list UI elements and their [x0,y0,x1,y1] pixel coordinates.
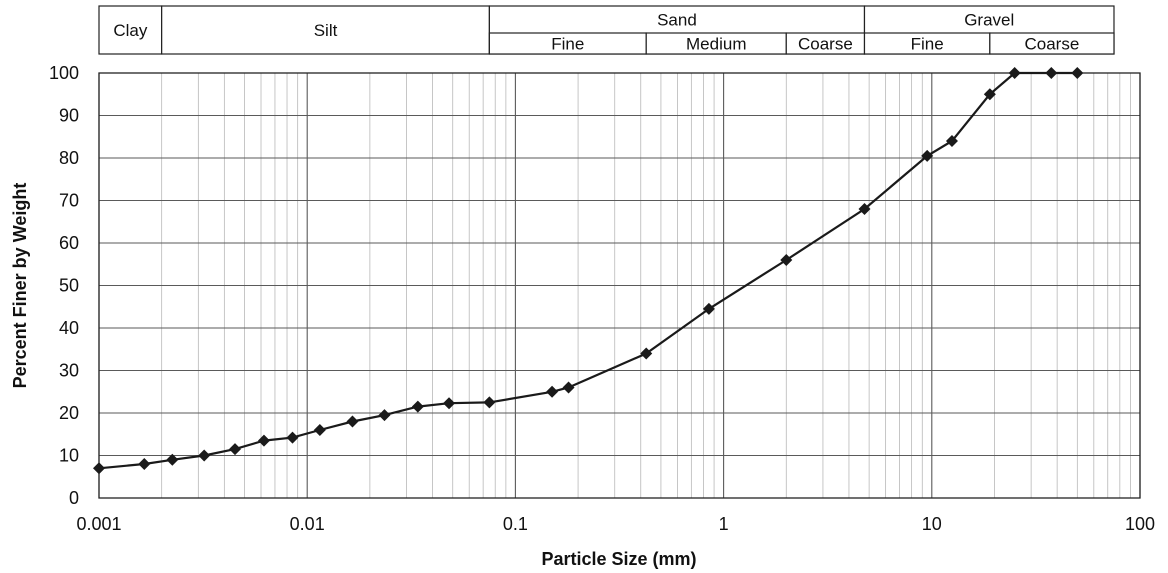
data-point [411,400,424,413]
y-tick-label: 60 [59,233,79,253]
data-point [640,347,653,360]
x-tick-label: 0.001 [76,514,121,534]
data-point [346,415,359,428]
y-tick-label: 40 [59,318,79,338]
y-tick-label: 0 [69,488,79,508]
data-point [443,397,456,410]
band-subdivision [989,32,1115,55]
grid [98,72,1141,499]
band-group-label: Clay [113,21,148,40]
data-point [228,443,241,456]
data-point [313,424,326,436]
band-subdivision-label: Medium [686,35,746,54]
data-point [257,434,270,447]
band-subdivision-label: Coarse [1025,35,1080,54]
data-point [93,462,105,475]
band-group-label: Gravel [964,11,1014,30]
y-tick-labels: 0 10 20 30 40 50 60 70 80 90 100 [49,63,79,508]
y-tick-label: 30 [59,361,79,381]
y-axis-label: Percent Finer by Weight [10,183,30,389]
band-subdivision-label: Fine [911,35,944,54]
x-tick-label: 1 [719,514,729,534]
data-point [378,409,391,422]
y-tick-label: 100 [49,63,79,83]
band-group-label: Silt [314,21,338,40]
plot-frame [98,72,1141,499]
y-tick-label: 70 [59,191,79,211]
series [93,67,1084,475]
data-point [483,396,496,409]
y-tick-label: 90 [59,106,79,126]
x-tick-label: 0.1 [503,514,528,534]
data-point [780,254,793,266]
data-point [1071,67,1084,79]
band-group [161,5,490,55]
x-tick-labels: 0.001 0.01 0.1 1 10 100 [76,514,1155,534]
classification-header: Clay Silt Sand Gravel Fine Medium Coarse Fine Co… [98,5,1115,55]
data-point [983,88,996,101]
y-tick-label: 10 [59,446,79,466]
series-line [98,71,1078,470]
y-tick-label: 20 [59,403,79,423]
x-tick-label: 0.01 [290,514,325,534]
x-tick-label: 10 [922,514,942,534]
data-point [562,381,575,394]
data-point [166,453,179,466]
data-point [138,458,151,470]
data-point [1008,67,1021,79]
data-point [702,302,715,315]
x-axis-label: Particle Size (mm) [541,549,696,569]
band-subdivision-label: Coarse [798,35,853,54]
band-subdivision-label: Fine [551,35,584,54]
data-point [921,149,934,162]
band-group [98,5,163,55]
data-point [286,431,299,444]
band-group-label: Sand [657,11,697,30]
y-tick-label: 50 [59,276,79,296]
data-point [945,135,958,147]
data-point [546,385,559,398]
x-tick-label: 100 [1125,514,1155,534]
y-tick-label: 80 [59,148,79,168]
data-point [858,203,871,215]
data-point [1045,67,1058,79]
data-point [198,449,211,462]
